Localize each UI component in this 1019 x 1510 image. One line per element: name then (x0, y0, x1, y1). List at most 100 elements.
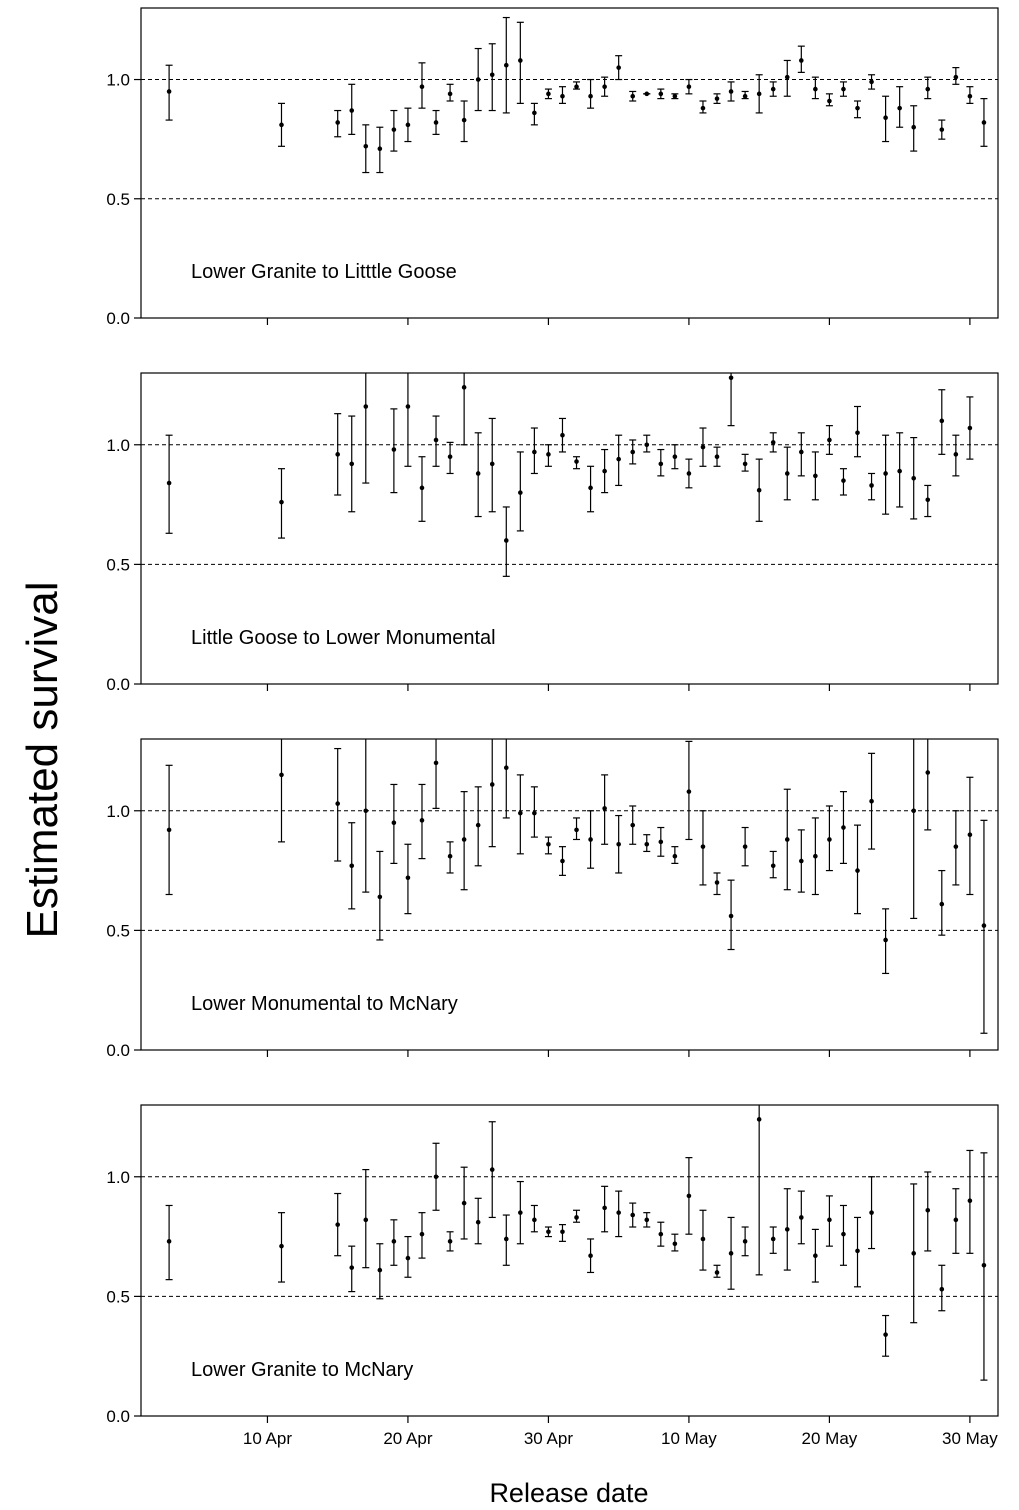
data-point (685, 458, 693, 489)
data-point (530, 786, 538, 838)
data-point (558, 417, 566, 453)
data-point (432, 739, 440, 809)
x-tick-label: 10 Apr (243, 1429, 292, 1448)
point-marker (742, 93, 748, 99)
data-point (418, 1212, 426, 1259)
point-marker (461, 385, 467, 390)
point-marker (630, 1212, 636, 1218)
data-point (769, 432, 777, 453)
point-marker (560, 93, 565, 99)
point-marker (939, 418, 945, 424)
data-point (783, 446, 791, 501)
point-marker (475, 1219, 481, 1225)
point-marker (616, 1210, 621, 1215)
point-marker (518, 810, 523, 816)
y-tick-label: 0.0 (106, 675, 130, 694)
data-point (488, 1121, 496, 1219)
data-point (277, 739, 285, 843)
data-point (783, 1188, 791, 1271)
data-point (910, 1183, 918, 1324)
point-marker (827, 98, 832, 104)
point-marker (672, 454, 678, 460)
point-marker (419, 485, 425, 491)
point-marker (953, 74, 959, 80)
data-point (390, 783, 398, 865)
point-marker (686, 84, 692, 89)
data-point (516, 451, 524, 532)
data-point (769, 850, 777, 879)
panel-1: 0.0 0.5 1.0 Lower Granite to Litttle Goose (106, 7, 999, 328)
point-marker (279, 122, 284, 128)
data-point (404, 1235, 412, 1278)
point-marker (377, 1267, 383, 1273)
point-marker (377, 146, 383, 151)
point-marker (560, 1229, 565, 1235)
data-point (601, 448, 609, 494)
data-point (502, 739, 510, 819)
point-marker (883, 115, 888, 120)
data-point (839, 468, 847, 496)
point-marker (953, 1217, 959, 1223)
point-marker (602, 806, 607, 811)
point-marker (279, 772, 284, 778)
plot-frame (140, 372, 999, 685)
data-point (713, 93, 721, 104)
data-point (544, 836, 552, 855)
data-point (601, 76, 609, 97)
data-point (671, 93, 679, 100)
data-point (629, 439, 637, 465)
data-point (868, 472, 876, 501)
data-point (685, 740, 693, 841)
data-point (348, 415, 356, 513)
data-point (348, 822, 356, 910)
data-point (713, 1264, 721, 1278)
data-point (502, 16, 510, 114)
panel-title: Lower Granite to Litttle Goose (191, 261, 457, 283)
data-point (910, 105, 918, 152)
data-point (474, 786, 482, 867)
point-marker (672, 93, 678, 99)
data-point (446, 841, 454, 874)
data-point (558, 86, 566, 104)
data-point (587, 465, 595, 513)
data-point (910, 739, 918, 920)
data-point (699, 1209, 707, 1271)
point-marker (335, 1222, 340, 1227)
data-point (165, 434, 173, 534)
point-marker (447, 454, 453, 460)
data-point (924, 76, 932, 100)
point-marker (461, 837, 467, 842)
panel-title: Little Goose to Lower Monumental (191, 627, 496, 649)
data-point (966, 86, 974, 104)
data-point (643, 1212, 651, 1228)
point-marker (728, 89, 734, 94)
point-marker (588, 837, 593, 842)
data-point (615, 434, 623, 487)
data-point (769, 1226, 777, 1254)
point-marker (447, 1239, 453, 1244)
point-marker (405, 404, 411, 409)
data-point (727, 1216, 735, 1290)
data-point (615, 814, 623, 874)
data-point (713, 872, 721, 896)
point-marker (532, 110, 537, 116)
data-point (741, 90, 749, 100)
point-marker (433, 1174, 439, 1180)
data-point (488, 417, 496, 513)
data-point (811, 451, 819, 501)
data-point (882, 1314, 890, 1357)
data-point (165, 64, 173, 121)
x-tick-label: 20 Apr (383, 1429, 432, 1448)
point-marker (349, 108, 355, 113)
data-point (966, 396, 974, 460)
point-marker (813, 473, 818, 479)
data-point (952, 434, 960, 477)
point-marker (714, 880, 720, 885)
point-marker (883, 471, 888, 476)
data-point (769, 81, 777, 97)
point-marker (827, 837, 832, 842)
data-point (797, 45, 805, 73)
data-point (741, 826, 749, 867)
point-marker (616, 65, 621, 70)
point-marker (770, 863, 776, 869)
